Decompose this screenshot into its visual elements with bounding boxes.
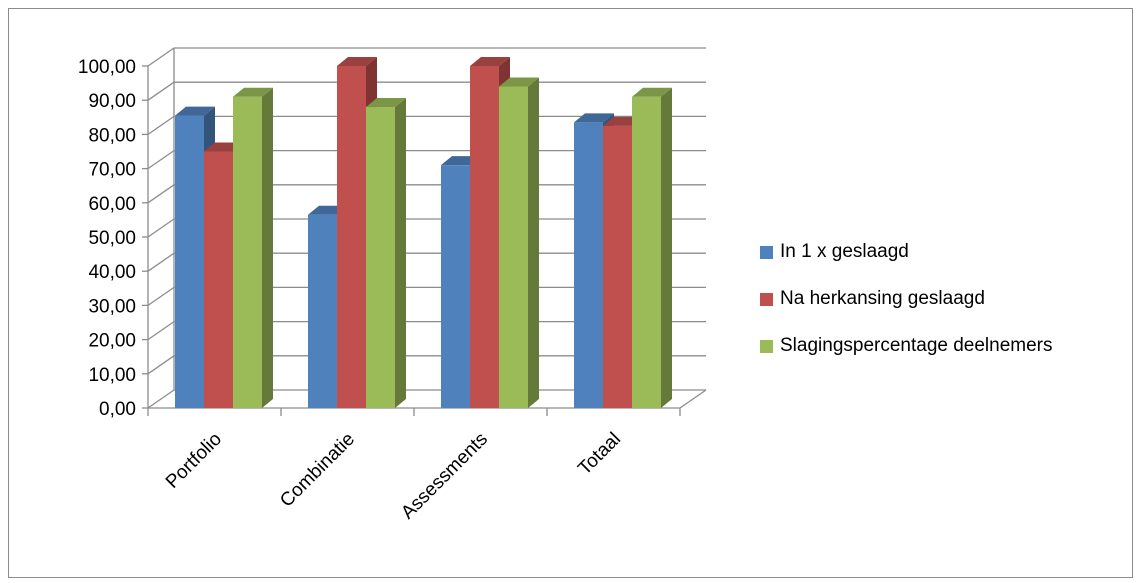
side-gridline bbox=[147, 389, 175, 409]
legend-swatch-series-1 bbox=[760, 245, 773, 259]
bar-side bbox=[661, 87, 672, 408]
side-gridline bbox=[147, 355, 175, 375]
legend-swatch-series-2 bbox=[760, 292, 773, 306]
legend-label-series-2: Na herkansing geslaagd bbox=[780, 288, 985, 309]
side-gridline bbox=[147, 81, 175, 101]
legend-item-series-1: In 1 x geslaagd bbox=[760, 240, 1053, 264]
bar bbox=[366, 107, 395, 408]
y-tick-label: 50,00 bbox=[88, 228, 136, 249]
x-tick-label: Totaal bbox=[574, 429, 625, 480]
side-gridline bbox=[147, 286, 175, 306]
side-gridline bbox=[147, 184, 175, 204]
bar bbox=[574, 122, 603, 409]
y-tick-label: 30,00 bbox=[88, 296, 136, 317]
y-tick-label: 40,00 bbox=[88, 262, 136, 283]
bar bbox=[603, 125, 632, 408]
bar-top bbox=[632, 87, 672, 97]
bar bbox=[337, 66, 366, 408]
y-tick-label: 80,00 bbox=[88, 125, 136, 146]
legend-item-series-2: Na herkansing geslaagd bbox=[760, 287, 1053, 311]
bar bbox=[632, 96, 661, 408]
side-gridline bbox=[147, 47, 175, 67]
legend-item-series-3: Slagingspercentage deelnemers bbox=[760, 334, 1053, 358]
bar bbox=[499, 86, 528, 409]
bar-top bbox=[337, 57, 377, 66]
y-tick-label: 20,00 bbox=[88, 331, 136, 352]
bar bbox=[204, 151, 233, 408]
side-gridline bbox=[147, 150, 175, 170]
y-tick-label: 70,00 bbox=[88, 160, 136, 181]
y-tick-label: 60,00 bbox=[88, 194, 136, 215]
side-gridline bbox=[147, 252, 175, 272]
x-tick-label: Combinatie bbox=[276, 429, 359, 512]
legend-label-series-1: In 1 x geslaagd bbox=[780, 241, 909, 262]
side-gridline bbox=[147, 321, 175, 341]
side-gridline bbox=[147, 115, 175, 135]
legend-swatch-series-3 bbox=[760, 339, 773, 353]
bar-side bbox=[262, 87, 273, 408]
y-tick-label: 100,00 bbox=[78, 57, 136, 78]
y-tick-label: 90,00 bbox=[88, 91, 136, 112]
bar-top bbox=[175, 106, 215, 116]
chart-legend: In 1 x geslaagd Na herkansing geslaagd S… bbox=[760, 240, 1053, 381]
legend-label-series-3: Slagingspercentage deelnemers bbox=[780, 335, 1053, 356]
x-tick-label: Portfolio bbox=[162, 429, 226, 493]
bar-top bbox=[233, 87, 273, 97]
x-tick-label: Assessments bbox=[397, 429, 492, 524]
side-gridline bbox=[147, 218, 175, 238]
bar bbox=[233, 96, 262, 408]
bar-top bbox=[366, 98, 406, 108]
y-tick-label: 10,00 bbox=[88, 365, 136, 386]
bar-top bbox=[574, 113, 614, 123]
bar bbox=[175, 115, 204, 408]
bar-side bbox=[528, 77, 539, 409]
bar-top bbox=[499, 77, 539, 87]
bar-side bbox=[395, 98, 406, 408]
bar bbox=[308, 214, 337, 408]
bar bbox=[470, 66, 499, 408]
floor-edge bbox=[679, 389, 707, 409]
y-tick-label: 0,00 bbox=[99, 399, 136, 420]
bar-top bbox=[470, 57, 510, 66]
bar bbox=[441, 165, 470, 408]
